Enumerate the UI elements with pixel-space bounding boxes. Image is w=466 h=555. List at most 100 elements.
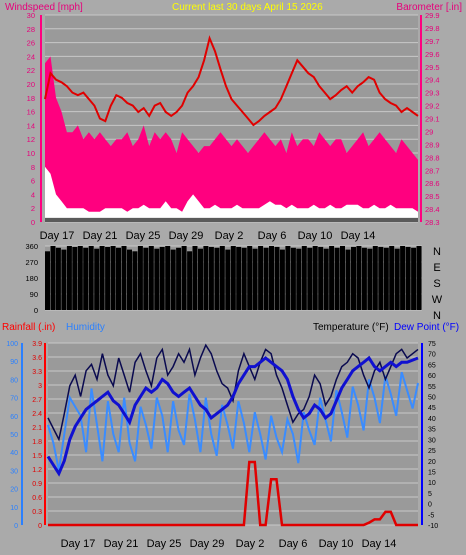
- compass-label: E: [433, 262, 440, 274]
- direction-bar: [105, 246, 111, 310]
- temperature-line: [47, 343, 419, 442]
- direction-bar: [99, 246, 105, 310]
- rain-tick-label: 2.1: [32, 425, 42, 432]
- rain-humidity-temperature-panel: 010203040506070809010000.30.60.91.21.51.…: [6, 341, 438, 550]
- temperature-tick-label: 70: [428, 352, 436, 359]
- direction-bar: [203, 246, 209, 310]
- direction-bar: [198, 248, 203, 310]
- barometer-tick-label: 29.4: [425, 76, 440, 85]
- barometer-tick-label: 28.3: [425, 218, 440, 227]
- direction-bar: [334, 247, 340, 310]
- x-tick-label: Day 10: [298, 230, 333, 242]
- humidity-line: [47, 371, 419, 471]
- temperature-tick-label: 20: [428, 459, 436, 466]
- direction-bar: [312, 246, 318, 310]
- direction-bar: [208, 246, 214, 310]
- direction-tick-label: 360: [25, 242, 38, 251]
- temperature-tick-label: 45: [428, 405, 436, 412]
- barometer-title: Barometer [.in]: [396, 2, 462, 13]
- direction-bar: [247, 246, 253, 310]
- temperature-tick-label: 50: [428, 395, 436, 402]
- humidity-tick-label: 50: [10, 432, 18, 439]
- direction-bar: [110, 246, 116, 310]
- compass-label: W: [432, 294, 443, 306]
- direction-bar: [50, 246, 56, 310]
- humidity-tick-label: 100: [6, 341, 18, 348]
- x-tick-label: Day 21: [83, 230, 118, 242]
- direction-bar: [132, 251, 138, 310]
- barometer-tick-label: 29.9: [425, 11, 440, 20]
- barometer-tick-label: 29: [425, 127, 433, 136]
- rain-tick-label: 0.9: [32, 481, 42, 488]
- temperature-tick-label: 75: [428, 341, 436, 348]
- direction-bar: [307, 247, 313, 310]
- barometer-tick-label: 28.6: [425, 179, 440, 188]
- direction-tick-label: 270: [25, 258, 38, 267]
- rain-tick-label: 1.5: [32, 453, 42, 460]
- barometer-line: [44, 35, 419, 127]
- wind-tick-label: 8: [31, 163, 35, 172]
- barometer-tick-label: 28.7: [425, 166, 440, 175]
- wind-tick-label: 6: [31, 177, 35, 186]
- humidity-tick-label: 20: [10, 487, 18, 494]
- temperature-tick-label: -10: [428, 523, 438, 530]
- barometer-tick-label: 28.9: [425, 140, 440, 149]
- direction-bar: [83, 247, 89, 310]
- temperature-tick-label: 60: [428, 373, 436, 380]
- barometer-tick-label: 29.7: [425, 37, 440, 46]
- humidity-tick-label: 90: [10, 359, 18, 366]
- rain-tick-label: 0: [38, 523, 42, 530]
- x-tick-label: Day 21: [104, 538, 139, 550]
- compass-label: S: [433, 278, 440, 290]
- direction-bar: [236, 246, 242, 310]
- rainfall-title: Rainfall (.in): [2, 322, 55, 333]
- rain-tick-label: 0.3: [32, 509, 42, 516]
- barometer-tick-label: 29.6: [425, 50, 440, 59]
- direction-bar: [137, 246, 143, 310]
- temperature-tick-label: 55: [428, 384, 436, 391]
- direction-bar: [230, 246, 236, 310]
- humidity-tick-label: 10: [10, 505, 18, 512]
- direction-bar: [127, 249, 132, 310]
- wind-barometer-panel: 02468101214161820222426283028.328.428.52…: [27, 11, 440, 242]
- temperature-tick-label: 0: [428, 502, 432, 509]
- wind-tick-label: 14: [27, 121, 35, 130]
- rain-tick-label: 3: [38, 383, 42, 390]
- humidity-tick-label: 30: [10, 468, 18, 475]
- direction-bar: [383, 247, 389, 310]
- direction-bar: [351, 246, 356, 310]
- direction-bar: [329, 246, 335, 310]
- direction-bar: [170, 249, 176, 310]
- temperature-tick-label: 10: [428, 480, 436, 487]
- direction-bar: [389, 246, 395, 310]
- temperature-tick-label: 40: [428, 416, 436, 423]
- direction-bar: [367, 248, 373, 310]
- barometer-tick-label: 29.8: [425, 24, 440, 33]
- temperature-title: Temperature (°F): [313, 322, 389, 333]
- direction-bar: [55, 247, 61, 310]
- direction-bar: [88, 246, 94, 310]
- rain-tick-label: 1.8: [32, 439, 42, 446]
- direction-bar: [411, 247, 417, 310]
- wind-tick-label: 0: [31, 218, 35, 227]
- direction-bar: [356, 246, 362, 310]
- direction-bar: [296, 248, 302, 310]
- humidity-tick-label: 70: [10, 396, 18, 403]
- x-tick-label: Day 25: [147, 538, 182, 550]
- temperature-tick-label: -5: [428, 512, 434, 519]
- x-tick-label: Day 14: [341, 230, 376, 242]
- direction-bar: [258, 246, 264, 310]
- direction-bar: [176, 247, 182, 310]
- direction-tick-label: 180: [25, 274, 38, 283]
- direction-bar: [159, 246, 165, 310]
- direction-bar: [94, 248, 100, 310]
- temperature-tick-label: 15: [428, 469, 436, 476]
- barometer-tick-label: 28.8: [425, 153, 440, 162]
- direction-bar: [148, 246, 154, 310]
- direction-bar: [219, 246, 225, 310]
- direction-bar: [45, 251, 50, 310]
- rain-tick-label: 3.6: [32, 355, 42, 362]
- wind-average-area: [45, 166, 418, 222]
- wind-tick-label: 10: [27, 149, 35, 158]
- wind-gust-area: [45, 56, 418, 223]
